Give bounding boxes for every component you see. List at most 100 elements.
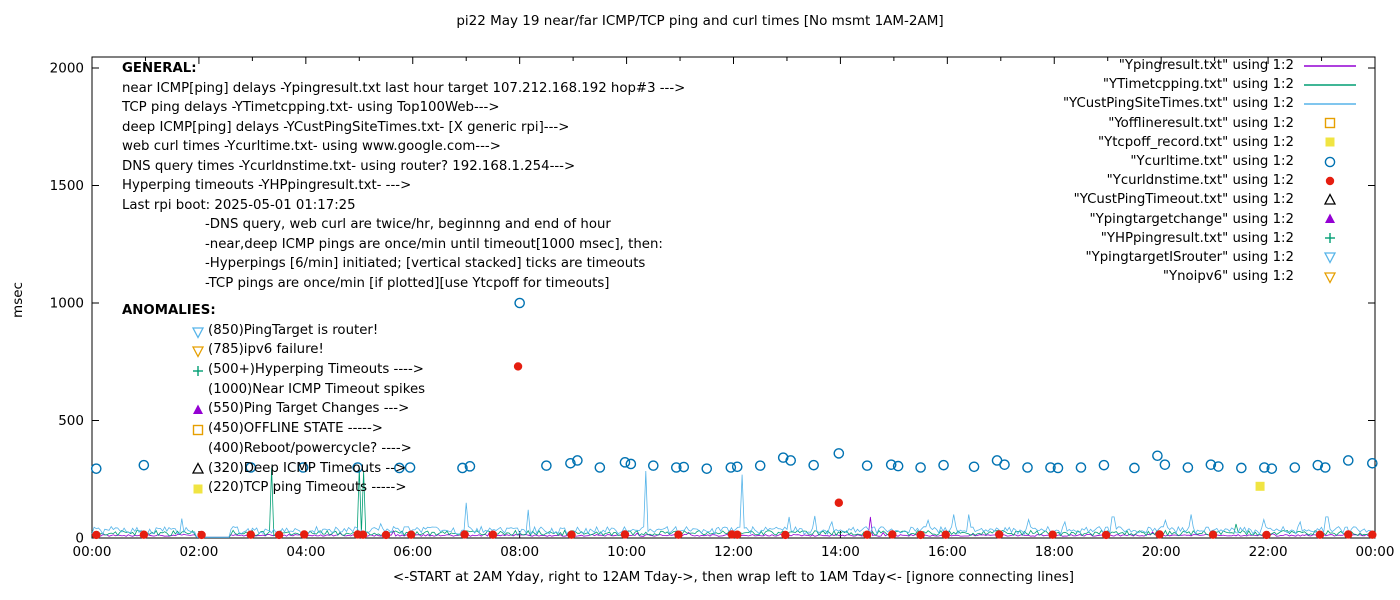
series-points-Ycurldnstime.txt xyxy=(92,362,1377,540)
legend-triangle-up-filled-icon xyxy=(1325,213,1335,224)
x-axis-label: <-START at 2AM Yday, right to 12AM Tday-… xyxy=(392,569,1075,585)
triangle-up-filled-icon xyxy=(193,404,203,415)
y-tick-label: 1500 xyxy=(50,178,84,194)
general-note: -TCP pings are once/min [if plotted][use… xyxy=(205,275,610,291)
anomaly-label: (220)TCP ping Timeouts -----> xyxy=(208,480,407,496)
legend-square-filled-icon xyxy=(1325,137,1335,147)
x-tick-label: 12:00 xyxy=(714,544,753,560)
legend: "Ypingresult.txt" using 1:2 "YTimetcpping… xyxy=(1063,56,1362,286)
general-line: web curl times -Ycurltime.txt- using www… xyxy=(122,139,501,154)
anomaly-label: (500+)Hyperping Timeouts ----> xyxy=(208,362,424,378)
legend-circle-open-icon xyxy=(1324,156,1336,167)
x-tick-label: 16:00 xyxy=(928,544,967,560)
x-tick-label: 20:00 xyxy=(1142,544,1181,560)
x-tick-label: 18:00 xyxy=(1035,544,1074,560)
anomalies-annotation-block: ANOMALIES: (850)PingTarget is router! (78… xyxy=(122,301,425,498)
legend-item: "Ypingresult.txt" using 1:2 xyxy=(1063,56,1362,75)
series-points-Ytcpoff_record.txt xyxy=(1255,481,1265,491)
x-tick-label: 04:00 xyxy=(286,544,325,560)
legend-item: "Yofflineresult.txt" using 1:2 xyxy=(1063,114,1362,133)
legend-triangle-up-open-icon xyxy=(1323,193,1337,205)
general-note: -Hyperpings [6/min] initiated; [vertical… xyxy=(205,256,646,271)
legend-item: "Ynoipv6" using 1:2 xyxy=(1063,267,1362,286)
y-tick-label: 500 xyxy=(58,413,84,429)
legend-item: "YHPpingresult.txt" using 1:2 xyxy=(1063,229,1362,248)
anomaly-label: (785)ipv6 failure! xyxy=(208,342,324,358)
general-annotation-block: GENERAL: near ICMP[ping] delays -Ypingre… xyxy=(122,59,685,293)
legend-label: "Ycurldnstime.txt" using 1:2 xyxy=(1106,173,1294,189)
x-tick-label: 02:00 xyxy=(179,544,218,560)
y-tick-label: 0 xyxy=(75,531,84,547)
legend-line-sample xyxy=(1304,84,1356,86)
square-open-icon xyxy=(192,424,204,436)
x-tick-label: 06:00 xyxy=(393,544,432,560)
legend-item: "YTimetcpping.txt" using 1:2 xyxy=(1063,75,1362,94)
general-line: near ICMP[ping] delays -Ypingresult.txt … xyxy=(122,80,686,96)
legend-circle-filled-icon xyxy=(1325,176,1335,185)
anomaly-item: (500+)Hyperping Timeouts ----> xyxy=(191,360,425,380)
general-heading: GENERAL: xyxy=(122,61,197,76)
series-points-Ycurltime.txt xyxy=(90,297,1378,474)
anomaly-icon-spacer xyxy=(191,441,206,457)
legend-label: "Ypingresult.txt" using 1:2 xyxy=(1118,58,1294,74)
legend-item: "Ycurldnstime.txt" using 1:2 xyxy=(1063,171,1362,190)
general-line: deep ICMP[ping] delays -YCustPingSiteTim… xyxy=(122,119,570,135)
anomaly-label: (400)Reboot/powercycle? ----> xyxy=(208,440,412,456)
anomaly-label: (550)Ping Target Changes ---> xyxy=(208,401,410,417)
legend-item: "Ycurltime.txt" using 1:2 xyxy=(1063,152,1362,171)
x-tick-label: 00:00 xyxy=(1356,544,1395,560)
legend-label: "YpingtargetISrouter" using 1:2 xyxy=(1085,249,1294,265)
anomalies-heading: ANOMALIES: xyxy=(122,303,216,318)
y-tick-label: 2000 xyxy=(50,61,84,77)
legend-label: "Yofflineresult.txt" using 1:2 xyxy=(1108,115,1294,131)
anomaly-label: (1000)Near ICMP Timeout spikes xyxy=(208,381,426,397)
anomaly-icon-spacer xyxy=(191,382,206,398)
triangle-down-open-icon xyxy=(191,326,205,339)
legend-item: "YpingtargetISrouter" using 1:2 xyxy=(1063,248,1362,267)
x-tick-label: 08:00 xyxy=(500,544,539,560)
anomaly-item: (850)PingTarget is router! xyxy=(191,321,425,341)
anomaly-item: (450)OFFLINE STATE -----> xyxy=(191,419,425,439)
general-line: TCP ping delays -YTimetcpping.txt- using… xyxy=(122,100,500,115)
legend-label: "YCustPingTimeout.txt" using 1:2 xyxy=(1073,192,1294,208)
legend-item: "Ypingtargetchange" using 1:2 xyxy=(1063,210,1362,229)
anomaly-item: (550)Ping Target Changes ---> xyxy=(191,399,425,419)
general-line: Last rpi boot: 2025-05-01 01:17:25 xyxy=(122,197,356,213)
anomaly-item: (400)Reboot/powercycle? ----> xyxy=(191,439,425,459)
general-note: -near,deep ICMP pings are once/min until… xyxy=(205,236,663,252)
legend-label: "Ytcpoff_record.txt" using 1:2 xyxy=(1097,134,1294,150)
x-tick-label: 14:00 xyxy=(821,544,860,560)
anomaly-item: (785)ipv6 failure! xyxy=(191,340,425,360)
legend-plus-icon xyxy=(1325,233,1335,244)
legend-label: "YTimetcpping.txt" using 1:2 xyxy=(1102,77,1294,93)
anomaly-item: (1000)Near ICMP Timeout spikes xyxy=(191,380,425,400)
legend-label: "Ypingtargetchange" using 1:2 xyxy=(1089,211,1295,227)
anomaly-label: (450)OFFLINE STATE -----> xyxy=(208,421,383,437)
anomaly-label: (320)Deep ICMP Timeouts --> xyxy=(208,460,407,476)
chart-title: pi22 May 19 near/far ICMP/TCP ping and c… xyxy=(456,13,944,29)
triangle-up-open-icon xyxy=(191,462,205,475)
anomaly-item: (220)TCP ping Timeouts -----> xyxy=(191,478,425,498)
legend-item: "Ytcpoff_record.txt" using 1:2 xyxy=(1063,133,1362,152)
legend-line-sample xyxy=(1304,103,1356,105)
legend-line-sample xyxy=(1304,64,1356,67)
legend-label: "Ynoipv6" using 1:2 xyxy=(1162,269,1294,285)
legend-item: "YCustPingSiteTimes.txt" using 1:2 xyxy=(1063,94,1362,113)
y-tick-label: 1000 xyxy=(50,296,84,312)
legend-label: "YCustPingSiteTimes.txt" using 1:2 xyxy=(1062,96,1294,112)
general-line: DNS query times -Ycurldnstime.txt- using… xyxy=(122,158,576,174)
legend-square-open-icon xyxy=(1324,117,1336,129)
legend-label: "YHPpingresult.txt" using 1:2 xyxy=(1100,230,1294,246)
general-note: -DNS query, web curl are twice/hr, begin… xyxy=(205,217,611,232)
x-tick-label: 00:00 xyxy=(73,544,112,560)
general-lines: near ICMP[ping] delays -Ypingresult.txt … xyxy=(122,79,685,294)
square-filled-icon xyxy=(193,484,203,494)
x-tick-label: 22:00 xyxy=(1249,544,1288,560)
triangle-down-open-icon xyxy=(191,346,205,359)
legend-triangle-down-open-icon xyxy=(1323,272,1337,284)
anomaly-items: (850)PingTarget is router! (785)ipv6 fail… xyxy=(122,321,425,498)
legend-label: "Ycurltime.txt" using 1:2 xyxy=(1130,154,1294,170)
anomaly-label: (850)PingTarget is router! xyxy=(208,322,379,338)
